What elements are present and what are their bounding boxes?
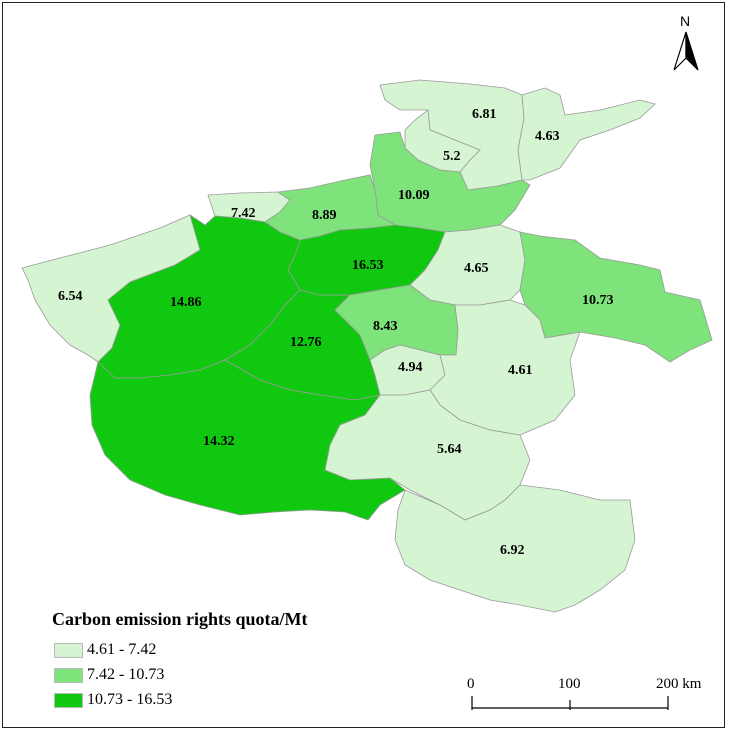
value-label: 4.63 [535,129,560,144]
legend-swatch [54,667,83,683]
region-6-92[interactable] [394,484,636,613]
legend-item-low: 4.61 - 7.42 [54,641,156,659]
north-arrow: N [673,13,699,71]
scale-bar: 0 100 200 km [467,676,702,710]
region-4-61[interactable] [429,299,581,436]
value-label: 6.54 [58,289,83,304]
value-label: 4.61 [508,363,533,378]
value-label: 12.76 [290,335,322,350]
value-label: 4.94 [398,360,423,375]
north-label: N [680,13,690,29]
value-label: 10.09 [398,188,430,203]
legend-label: 4.61 - 7.42 [87,641,157,658]
value-label: 6.81 [472,107,497,122]
legend-swatch [54,692,83,708]
value-label: 14.86 [170,295,202,310]
legend-item-mid: 7.42 - 10.73 [54,666,164,684]
scale-tick-0: 0 [467,676,475,692]
value-label: 7.42 [231,206,256,221]
value-label: 14.32 [203,434,235,449]
legend-item-high: 10.73 - 16.53 [54,691,172,709]
legend-label: 10.73 - 16.53 [87,691,173,708]
region-4-63[interactable] [517,87,656,181]
value-label: 5.64 [437,442,462,457]
value-label: 5.2 [443,149,461,164]
legend-label: 7.42 - 10.73 [87,666,165,683]
region-labels: 6.81 4.63 5.2 10.09 7.42 8.89 16.53 4.65… [58,107,614,558]
north-arrow-right-half [685,31,699,71]
legend-swatch [54,642,83,658]
map-regions [21,79,713,613]
scale-tick-200: 200 km [656,676,702,692]
legend-title: Carbon emission rights quota/Mt [52,609,308,629]
value-label: 16.53 [352,258,384,273]
value-label: 8.89 [312,208,337,223]
value-label: 8.43 [373,319,398,334]
north-arrow-left-half [673,31,687,71]
value-label: 4.65 [464,261,489,276]
value-label: 10.73 [582,293,614,308]
scale-tick-100: 100 [558,676,581,692]
value-label: 6.92 [500,543,525,558]
